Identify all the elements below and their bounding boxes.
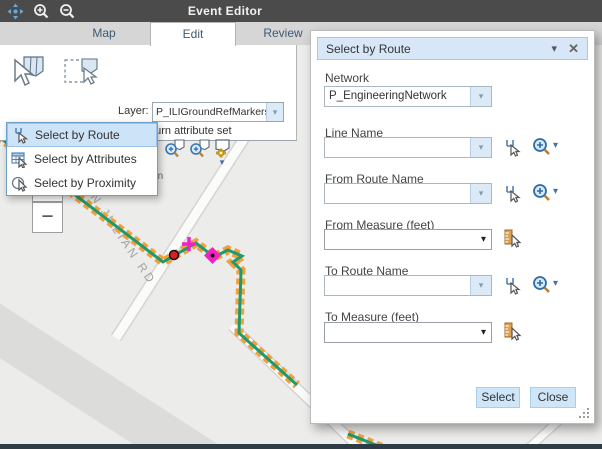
menu-item-label: Select by Route (35, 128, 120, 142)
proximity-select-icon (11, 176, 28, 192)
route-line (0, 135, 299, 387)
from-route-combo[interactable]: ▾ (324, 183, 492, 204)
panel-title: Select by Route (326, 42, 411, 56)
network-caret-icon[interactable]: ▾ (470, 87, 491, 106)
zoom-caret-icon[interactable]: ▾ (553, 186, 559, 197)
rectangle-tool-icon[interactable] (62, 54, 100, 90)
selection-options-caret-icon[interactable]: ▾ (219, 157, 225, 167)
from-route-caret-icon[interactable]: ▾ (470, 184, 491, 203)
map-bottom-edge (0, 444, 602, 449)
to-measure-caret-icon[interactable]: ▾ (480, 327, 486, 338)
pan-tool-icon[interactable] (7, 3, 24, 20)
panel-header[interactable]: Select by Route ▾ ✕ (317, 37, 588, 60)
menu-item-label: Select by Attributes (34, 152, 137, 166)
pan-to-selection-icon[interactable] (189, 139, 210, 158)
line-name-zoom-control[interactable]: ▾ (532, 137, 566, 156)
from-measure-combo[interactable]: ▾ (324, 229, 492, 250)
from-route-label: From Route Name (325, 172, 424, 186)
titlebar: Event Editor (0, 0, 602, 22)
close-button[interactable]: Close (530, 387, 576, 408)
from-measure-caret-icon[interactable]: ▾ (480, 234, 486, 245)
tab-review[interactable]: Review (263, 26, 303, 40)
map-road-julian (112, 131, 251, 341)
zoom-caret-icon[interactable]: ▾ (553, 140, 559, 151)
point-marker-red[interactable] (168, 249, 180, 261)
network-label: Network (325, 71, 370, 85)
menu-item-select-by-route[interactable]: Select by Route (7, 123, 157, 147)
line-name-combo[interactable]: ▾ (324, 137, 492, 158)
tab-map[interactable]: Map (92, 26, 116, 40)
to-route-zoom-control[interactable]: ▾ (532, 275, 566, 294)
network-value: P_EngineeringNetwork (329, 90, 447, 102)
from-measure-ruler-pick-icon[interactable] (503, 229, 522, 248)
from-measure-marker[interactable] (182, 237, 196, 251)
app-title: Event Editor (187, 4, 263, 18)
magnifier-icon (533, 184, 550, 201)
map-zoom-out-button[interactable]: − (32, 202, 63, 233)
select-tool-menu: Select by Route Select by Attributes Sel… (6, 122, 158, 196)
magnifier-icon (533, 276, 550, 293)
layer-label: Layer: (118, 105, 149, 117)
return-attribute-label: Return attribute set (138, 125, 232, 137)
menu-item-select-by-attributes[interactable]: Select by Attributes (7, 147, 157, 171)
to-route-label: To Route Name (325, 264, 409, 278)
to-measure-combo[interactable]: ▾ (324, 322, 492, 343)
magnifier-icon (533, 138, 550, 155)
layer-dropdown-caret-icon[interactable]: ▾ (266, 103, 283, 121)
line-name-caret-icon[interactable]: ▾ (470, 138, 491, 157)
to-route-caret-icon[interactable]: ▾ (470, 276, 491, 295)
zoom-caret-icon[interactable]: ▾ (553, 278, 559, 289)
select-tool-icon[interactable] (10, 54, 46, 90)
to-measure-marker[interactable] (204, 247, 221, 264)
zoom-out-tool-icon[interactable] (59, 3, 76, 20)
panel-collapse-caret-icon[interactable]: ▾ (551, 43, 557, 55)
from-route-map-pick-icon[interactable] (503, 184, 522, 203)
from-measure-label: From Measure (feet) (325, 218, 435, 232)
zoom-in-tool-icon[interactable] (33, 3, 50, 20)
to-measure-ruler-pick-icon[interactable] (503, 322, 522, 341)
line-name-map-pick-icon[interactable] (503, 138, 522, 157)
network-dropdown[interactable]: P_EngineeringNetwork ▾ (324, 86, 492, 107)
panel-close-icon[interactable]: ✕ (568, 41, 579, 56)
select-button[interactable]: Select (476, 387, 520, 408)
menu-item-select-by-proximity[interactable]: Select by Proximity (7, 171, 157, 195)
select-by-route-panel: Select by Route ▾ ✕ Network P_Engineerin… (310, 30, 595, 424)
tab-edit[interactable]: Edit (150, 22, 236, 46)
from-route-zoom-control[interactable]: ▾ (532, 183, 566, 202)
to-route-map-pick-icon[interactable] (503, 276, 522, 295)
panel-resize-grip[interactable] (578, 407, 589, 418)
route-select-icon (15, 127, 29, 144)
zoom-to-selection-icon[interactable] (164, 139, 185, 158)
to-measure-label: To Measure (feet) (325, 310, 420, 324)
to-route-combo[interactable]: ▾ (324, 275, 492, 296)
line-name-label: Line Name (325, 126, 384, 140)
menu-item-label: Select by Proximity (34, 176, 137, 190)
layer-dropdown[interactable]: P_ILIGroundRefMarkers ▾ (152, 102, 284, 122)
attributes-select-icon (11, 151, 28, 168)
selection-options-icon[interactable] (213, 139, 231, 158)
map-road-gray (0, 303, 226, 449)
layer-dropdown-value: P_ILIGroundRefMarkers (156, 106, 266, 118)
